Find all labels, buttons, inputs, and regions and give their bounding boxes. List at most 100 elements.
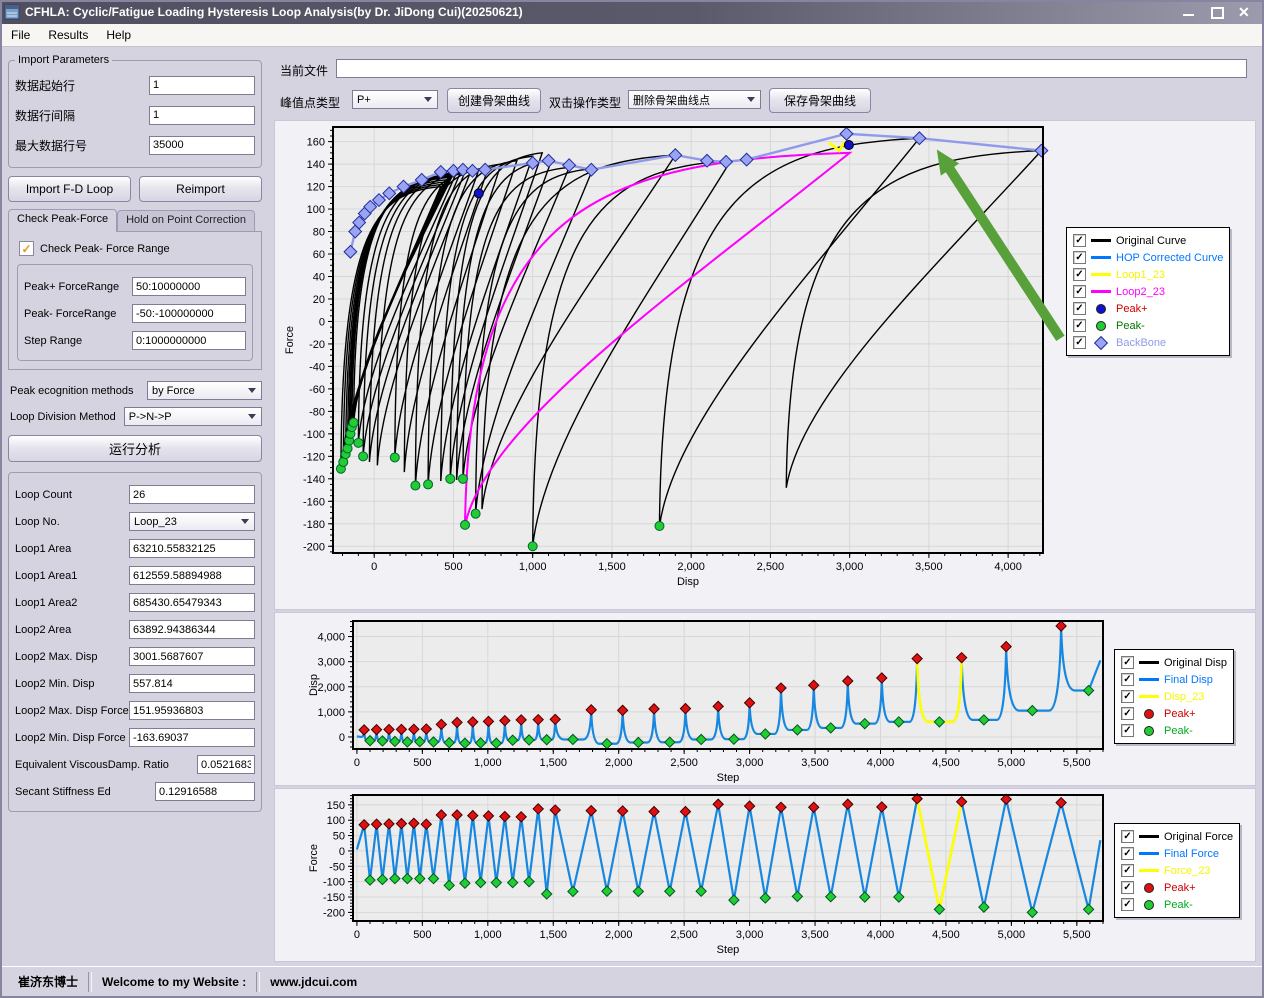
result-2-input[interactable] bbox=[129, 539, 255, 558]
legend-checkbox[interactable]: ✓ bbox=[1121, 673, 1134, 686]
menu-results[interactable]: Results bbox=[48, 28, 89, 42]
current-file-input[interactable] bbox=[336, 59, 1247, 78]
svg-text:0: 0 bbox=[371, 561, 377, 573]
svg-text:3,000: 3,000 bbox=[836, 561, 864, 573]
import-param-2-input[interactable] bbox=[149, 135, 255, 155]
form-row: Secant Stiffness Ed bbox=[15, 778, 255, 805]
loop-division-select[interactable]: P->N->P bbox=[123, 407, 262, 426]
result-5-input[interactable] bbox=[129, 620, 255, 639]
legend-checkbox[interactable]: ✓ bbox=[1121, 656, 1134, 669]
legend-checkbox[interactable]: ✓ bbox=[1073, 319, 1086, 332]
tab-check-peak-force[interactable]: Check Peak-Force bbox=[8, 209, 118, 232]
force-history-chart[interactable]: 0 500 1,000 1,500 2,000 2,500 3,000 3,500 4,000 4… bbox=[277, 791, 1253, 959]
reimport-button[interactable]: Reimport bbox=[139, 176, 262, 202]
hysteresis-chart[interactable]: 0 500 1,000 1,500 2,000 2,500 3,000 3,500 4,000 -… bbox=[277, 125, 1253, 607]
legend-checkbox[interactable]: ✓ bbox=[1073, 285, 1086, 298]
run-analysis-button[interactable]: 运行分析 bbox=[8, 435, 262, 462]
check-peak-force-range-label: Check Peak- Force Range bbox=[40, 242, 170, 255]
legend-checkbox[interactable]: ✓ bbox=[1121, 724, 1134, 737]
legend-label: Peak- bbox=[1116, 319, 1145, 332]
import-param-0-label: 数据起始行 bbox=[15, 78, 76, 93]
result-4-input[interactable] bbox=[129, 593, 255, 612]
menu-help[interactable]: Help bbox=[106, 28, 132, 42]
import-param-0-input[interactable] bbox=[149, 75, 255, 95]
legend-checkbox[interactable]: ✓ bbox=[1121, 881, 1134, 894]
legend-label: Peak- bbox=[1164, 898, 1193, 911]
legend-checkbox[interactable]: ✓ bbox=[1073, 251, 1086, 264]
result-11-input[interactable] bbox=[155, 782, 255, 801]
svg-text:1,000: 1,000 bbox=[474, 757, 502, 769]
result-9-input[interactable] bbox=[129, 728, 255, 747]
import-param-1-input[interactable] bbox=[149, 105, 255, 125]
svg-text:1,000: 1,000 bbox=[519, 561, 547, 573]
svg-text:5,000: 5,000 bbox=[998, 757, 1026, 769]
minimize-button[interactable] bbox=[1182, 6, 1196, 18]
svg-text:3,000: 3,000 bbox=[736, 929, 764, 941]
form-row: Loop2 Area bbox=[15, 616, 255, 643]
result-3-input[interactable] bbox=[129, 566, 255, 585]
peak-type-select[interactable]: P+ bbox=[352, 90, 438, 109]
chevron-down-icon bbox=[747, 97, 755, 102]
peak-recognition-select[interactable]: by Force bbox=[147, 381, 262, 400]
legend-sample-line bbox=[1138, 695, 1160, 698]
svg-text:-100: -100 bbox=[323, 877, 345, 889]
svg-text:Step: Step bbox=[717, 944, 740, 956]
menu-file[interactable]: File bbox=[11, 28, 31, 42]
svg-text:3,500: 3,500 bbox=[915, 561, 943, 573]
tab-hold-on-point-correction[interactable]: Hold on Point Correction bbox=[117, 210, 255, 231]
legend-item: ✓ Peak+ bbox=[1121, 879, 1233, 896]
result-6-input[interactable] bbox=[129, 647, 255, 666]
dblclick-type-select[interactable]: 删除骨架曲线点 bbox=[628, 90, 761, 109]
legend-checkbox[interactable]: ✓ bbox=[1073, 234, 1086, 247]
result-1-select[interactable]: Loop_23 bbox=[129, 512, 255, 531]
form-row: Loop2 Min. Disp bbox=[15, 670, 255, 697]
svg-text:4,000: 4,000 bbox=[867, 757, 895, 769]
range-1-input[interactable] bbox=[132, 304, 246, 323]
legend-label: Final Disp bbox=[1164, 673, 1213, 686]
result-10-label: Equivalent ViscousDamp. Ratio bbox=[15, 758, 169, 771]
result-0-input[interactable] bbox=[129, 485, 255, 504]
legend-label: Peak+ bbox=[1164, 881, 1196, 894]
legend-sample-dot bbox=[1138, 882, 1160, 893]
status-bar: 崔济东博士 Welcome to my Website : www.jdcui.… bbox=[2, 966, 1262, 996]
legend-item: ✓ Original Curve bbox=[1073, 232, 1223, 249]
result-8-input[interactable] bbox=[129, 701, 255, 720]
result-10-input[interactable] bbox=[197, 755, 255, 774]
result-8-label: Loop2 Max. Disp Force bbox=[15, 704, 129, 717]
save-backbone-button[interactable]: 保存骨架曲线 bbox=[769, 88, 871, 113]
svg-text:Disp: Disp bbox=[677, 576, 699, 588]
form-row: Loop2 Min. Disp Force bbox=[15, 724, 255, 751]
close-button[interactable]: ✕ bbox=[1238, 4, 1250, 20]
legend-checkbox[interactable]: ✓ bbox=[1121, 898, 1134, 911]
legend-checkbox[interactable]: ✓ bbox=[1121, 830, 1134, 843]
range-2-input[interactable] bbox=[132, 331, 246, 350]
legend-checkbox[interactable]: ✓ bbox=[1121, 847, 1134, 860]
maximize-button[interactable] bbox=[1210, 6, 1224, 19]
svg-text:5,500: 5,500 bbox=[1063, 757, 1091, 769]
legend-label: Original Force bbox=[1164, 830, 1234, 843]
legend-checkbox[interactable]: ✓ bbox=[1073, 336, 1086, 349]
legend-checkbox[interactable]: ✓ bbox=[1121, 690, 1134, 703]
hysteresis-chart-panel: 0 500 1,000 1,500 2,000 2,500 3,000 3,500 4,000 -… bbox=[274, 120, 1256, 610]
check-peak-force-range-checkbox[interactable]: ✓ bbox=[19, 241, 34, 256]
legend-checkbox[interactable]: ✓ bbox=[1121, 864, 1134, 877]
legend-checkbox[interactable]: ✓ bbox=[1073, 268, 1086, 281]
legend-sample-line bbox=[1090, 256, 1112, 259]
import-fd-loop-button[interactable]: Import F-D Loop bbox=[8, 176, 131, 202]
peak-type-label: 峰值点类型 bbox=[280, 96, 341, 110]
disp-history-chart[interactable]: 0 500 1,000 1,500 2,000 2,500 3,000 3,500 4,000 4… bbox=[277, 615, 1253, 783]
range-0-input[interactable] bbox=[132, 277, 246, 296]
svg-text:-150: -150 bbox=[323, 892, 345, 904]
legend-checkbox[interactable]: ✓ bbox=[1073, 302, 1086, 315]
legend-sample-diamond bbox=[1090, 335, 1112, 350]
legend-checkbox[interactable]: ✓ bbox=[1121, 707, 1134, 720]
create-backbone-button[interactable]: 创建骨架曲线 bbox=[447, 88, 541, 113]
svg-text:40: 40 bbox=[313, 271, 325, 283]
svg-text:160: 160 bbox=[307, 137, 325, 149]
legend-sample-line bbox=[1138, 678, 1160, 681]
legend-label: Force_23 bbox=[1164, 864, 1211, 877]
svg-text:Step: Step bbox=[717, 772, 740, 783]
result-7-input[interactable] bbox=[129, 674, 255, 693]
status-website-link[interactable]: www.jdcui.com bbox=[270, 974, 358, 989]
legend-sample-dot bbox=[1138, 708, 1160, 719]
